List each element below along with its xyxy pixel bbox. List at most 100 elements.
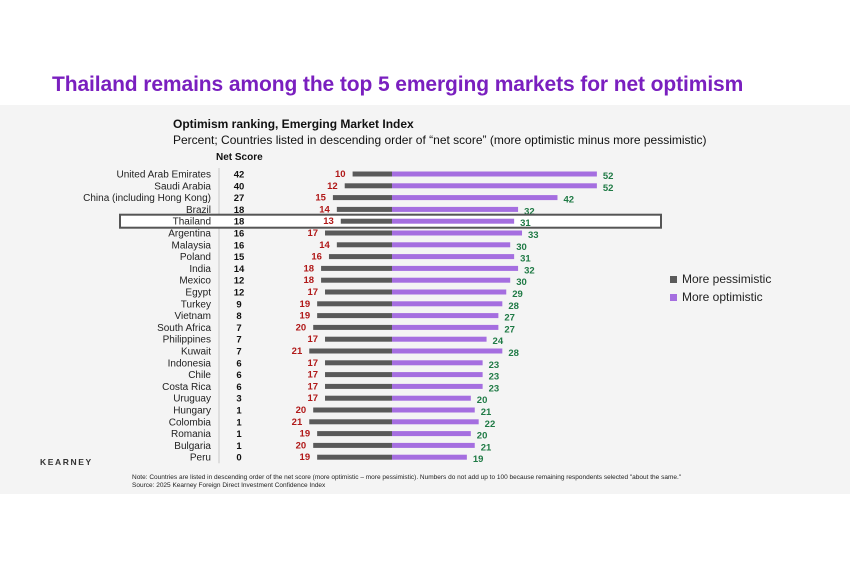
optimistic-data-label: 52 <box>603 171 614 182</box>
pessimistic-data-label: 15 <box>315 193 326 204</box>
pessimistic-data-label: 19 <box>300 452 311 463</box>
bar-pessimistic <box>313 324 392 330</box>
net-score-value: 27 <box>234 193 245 204</box>
bar-optimistic <box>392 301 503 307</box>
pessimistic-data-label: 19 <box>300 299 311 310</box>
pessimistic-data-label: 20 <box>296 405 307 416</box>
bar-pessimistic <box>313 442 392 448</box>
net-score-value: 7 <box>236 335 241 346</box>
net-score-value: 7 <box>236 347 241 358</box>
net-score-value: 1 <box>236 406 242 417</box>
category-label: Thailand <box>173 217 211 228</box>
bar-pessimistic <box>313 407 392 413</box>
category-label: Kuwait <box>181 347 211 358</box>
bar-pessimistic <box>344 183 392 189</box>
net-score-value: 0 <box>236 453 241 464</box>
bar-pessimistic <box>309 348 392 354</box>
bar-pessimistic <box>325 395 392 401</box>
bar-optimistic <box>392 313 499 319</box>
net-score-value: 18 <box>234 217 245 228</box>
net-score-value: 18 <box>234 205 245 216</box>
bar-pessimistic <box>325 372 392 378</box>
net-score-value: 12 <box>234 276 245 287</box>
pessimistic-data-label: 17 <box>307 381 318 392</box>
net-score-value: 15 <box>234 252 245 263</box>
category-label: Malaysia <box>172 240 212 251</box>
net-score-value: 12 <box>234 288 245 299</box>
bar-optimistic <box>392 218 515 224</box>
category-label: Egypt <box>185 288 211 299</box>
bar-optimistic <box>392 336 487 342</box>
footnote: Note: Countries are listed in descending… <box>132 474 681 489</box>
bar-optimistic <box>392 289 507 295</box>
pessimistic-data-label: 17 <box>307 370 318 381</box>
net-score-value: 3 <box>236 394 241 405</box>
legend-item-optimistic: More optimistic <box>670 288 771 306</box>
kearney-logo: KEARNEY <box>40 457 93 467</box>
optimistic-data-label: 30 <box>516 277 527 288</box>
net-score-value: 6 <box>236 358 241 369</box>
bar-pessimistic <box>317 454 392 460</box>
net-score-header: Net Score <box>216 152 263 163</box>
pessimistic-data-label: 18 <box>304 263 315 274</box>
legend-item-pessimistic: More pessimistic <box>670 270 771 288</box>
pessimistic-data-label: 17 <box>307 393 318 404</box>
bar-optimistic <box>392 407 475 413</box>
chart-subtitle: Percent; Countries listed in descending … <box>173 133 707 147</box>
optimistic-data-label: 28 <box>508 301 519 312</box>
legend: More pessimistic More optimistic <box>670 270 771 306</box>
net-score-value: 1 <box>236 429 242 440</box>
net-score-value: 7 <box>236 323 241 334</box>
category-label: South Africa <box>157 323 211 334</box>
bar-pessimistic <box>325 360 392 366</box>
bar-pessimistic <box>309 419 392 425</box>
chart-panel <box>0 105 850 494</box>
net-score-value: 9 <box>236 299 241 310</box>
optimistic-data-label: 28 <box>508 348 519 359</box>
net-score-value: 6 <box>236 382 241 393</box>
optimistic-data-label: 23 <box>489 360 500 371</box>
optimistic-data-label: 21 <box>481 407 492 418</box>
net-score-value: 8 <box>236 311 241 322</box>
optimistic-data-label: 33 <box>528 230 539 241</box>
net-score-value: 16 <box>234 229 245 240</box>
optimistic-data-label: 23 <box>489 372 500 383</box>
bar-pessimistic <box>325 289 392 295</box>
pessimistic-data-label: 20 <box>296 322 307 333</box>
net-score-value: 40 <box>234 181 245 192</box>
optimistic-data-label: 29 <box>512 289 523 300</box>
bar-optimistic <box>392 454 467 460</box>
optimistic-data-label: 20 <box>477 395 488 406</box>
category-label: Hungary <box>173 406 211 417</box>
category-label: Poland <box>180 252 211 263</box>
category-label: Bulgaria <box>174 441 211 452</box>
pessimistic-data-label: 21 <box>292 417 303 428</box>
bar-pessimistic <box>321 277 392 283</box>
pessimistic-data-label: 17 <box>307 334 318 345</box>
bar-pessimistic <box>325 383 392 389</box>
bar-optimistic <box>392 324 499 330</box>
pessimistic-data-label: 10 <box>335 169 346 180</box>
optimistic-data-label: 30 <box>516 242 527 253</box>
category-label: Vietnam <box>174 311 211 322</box>
optimistic-data-label: 31 <box>520 218 531 229</box>
headline: Thailand remains among the top 5 emergin… <box>52 73 744 96</box>
pessimistic-data-label: 14 <box>319 204 330 215</box>
bar-pessimistic <box>352 171 392 177</box>
category-label: Chile <box>188 370 211 381</box>
optimistic-data-label: 42 <box>563 195 574 206</box>
bar-pessimistic <box>317 431 392 437</box>
bar-pessimistic <box>336 242 392 248</box>
bar-pessimistic <box>317 301 392 307</box>
category-label: Indonesia <box>168 358 212 369</box>
bar-optimistic <box>392 348 503 354</box>
bar-optimistic <box>392 419 479 425</box>
bar-optimistic <box>392 195 558 201</box>
category-label: Brazil <box>186 205 211 216</box>
bar-optimistic <box>392 254 515 260</box>
bar-optimistic <box>392 431 471 437</box>
bar-pessimistic <box>328 254 392 260</box>
net-score-value: 1 <box>236 417 242 428</box>
net-score-value: 1 <box>236 441 242 452</box>
